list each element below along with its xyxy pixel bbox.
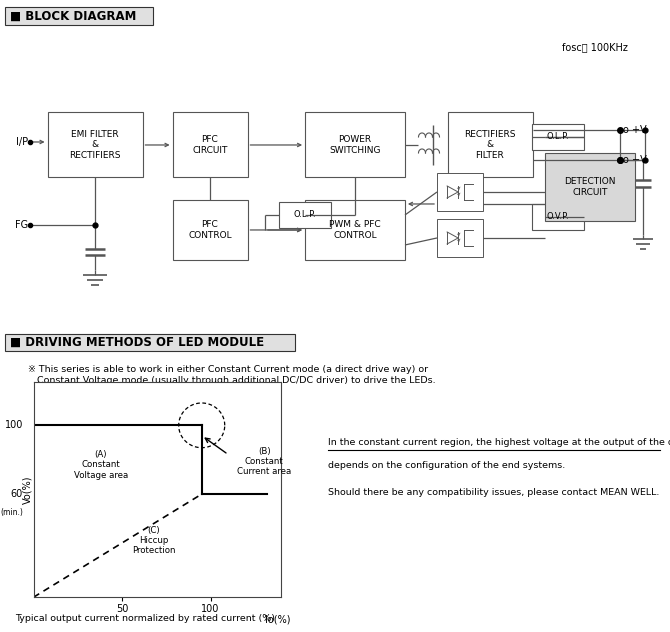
Text: Should there be any compatibility issues, please contact MEAN WELL.: Should there be any compatibility issues… [328, 488, 659, 497]
Bar [48, 112, 143, 178]
Text: 100: 100 [5, 420, 23, 430]
Text: In the constant current region, the highest voltage at the output of the driver: In the constant current region, the high… [328, 438, 670, 447]
Bar [172, 112, 247, 178]
Text: O.L.P.: O.L.P. [293, 210, 316, 219]
Text: I/P: I/P [16, 137, 28, 147]
Bar [5, 7, 153, 25]
Bar [437, 173, 483, 211]
Text: (B)
Constant
Current area: (B) Constant Current area [237, 447, 291, 477]
Text: ■ BLOCK DIAGRAM: ■ BLOCK DIAGRAM [10, 9, 137, 23]
Bar [437, 219, 483, 257]
Text: PWM & PFC
CONTROL: PWM & PFC CONTROL [329, 221, 381, 240]
Bar [305, 112, 405, 178]
Text: o −V: o −V [623, 155, 647, 165]
Text: ※ This series is able to work in either Constant Current mode (a direct drive wa: ※ This series is able to work in either … [28, 365, 428, 374]
Text: PFC
CONTROL: PFC CONTROL [188, 221, 232, 240]
Bar [532, 204, 584, 230]
Text: (min.): (min.) [0, 508, 23, 517]
Bar [448, 112, 533, 178]
Text: 60: 60 [11, 489, 23, 499]
Text: Constant Voltage mode (usually through additional DC/DC driver) to drive the LED: Constant Voltage mode (usually through a… [28, 376, 436, 385]
Text: RECTIFIERS
&
FILTER: RECTIFIERS & FILTER [464, 130, 516, 160]
Text: POWER
SWITCHING: POWER SWITCHING [329, 135, 381, 155]
Text: PFC
CIRCUIT: PFC CIRCUIT [192, 135, 228, 155]
Text: O.L.P.: O.L.P. [547, 133, 569, 142]
Bar [305, 200, 405, 260]
Bar [545, 153, 635, 221]
Text: EMI FILTER
&
RECTIFIERS: EMI FILTER & RECTIFIERS [69, 130, 121, 160]
Bar [5, 334, 295, 351]
Text: o +V: o +V [623, 125, 647, 135]
Bar [279, 202, 331, 228]
Text: fosc： 100KHz: fosc： 100KHz [562, 42, 628, 52]
Text: Typical output current normalized by rated current (%): Typical output current normalized by rat… [15, 614, 275, 623]
Text: O.V.P.: O.V.P. [547, 212, 569, 221]
Text: Io(%): Io(%) [265, 614, 290, 624]
Text: ■ DRIVING METHODS OF LED MODULE: ■ DRIVING METHODS OF LED MODULE [10, 336, 264, 349]
Y-axis label: Vo(%): Vo(%) [22, 475, 32, 504]
Text: depends on the configuration of the end systems.: depends on the configuration of the end … [328, 461, 565, 470]
Bar [172, 200, 247, 260]
Text: (A)
Constant
Voltage area: (A) Constant Voltage area [74, 450, 128, 480]
Text: FG: FG [15, 220, 28, 230]
Text: (C)
Hiccup
Protection: (C) Hiccup Protection [132, 526, 176, 556]
Text: DETECTION
CIRCUIT: DETECTION CIRCUIT [564, 178, 616, 197]
Bar [532, 124, 584, 150]
